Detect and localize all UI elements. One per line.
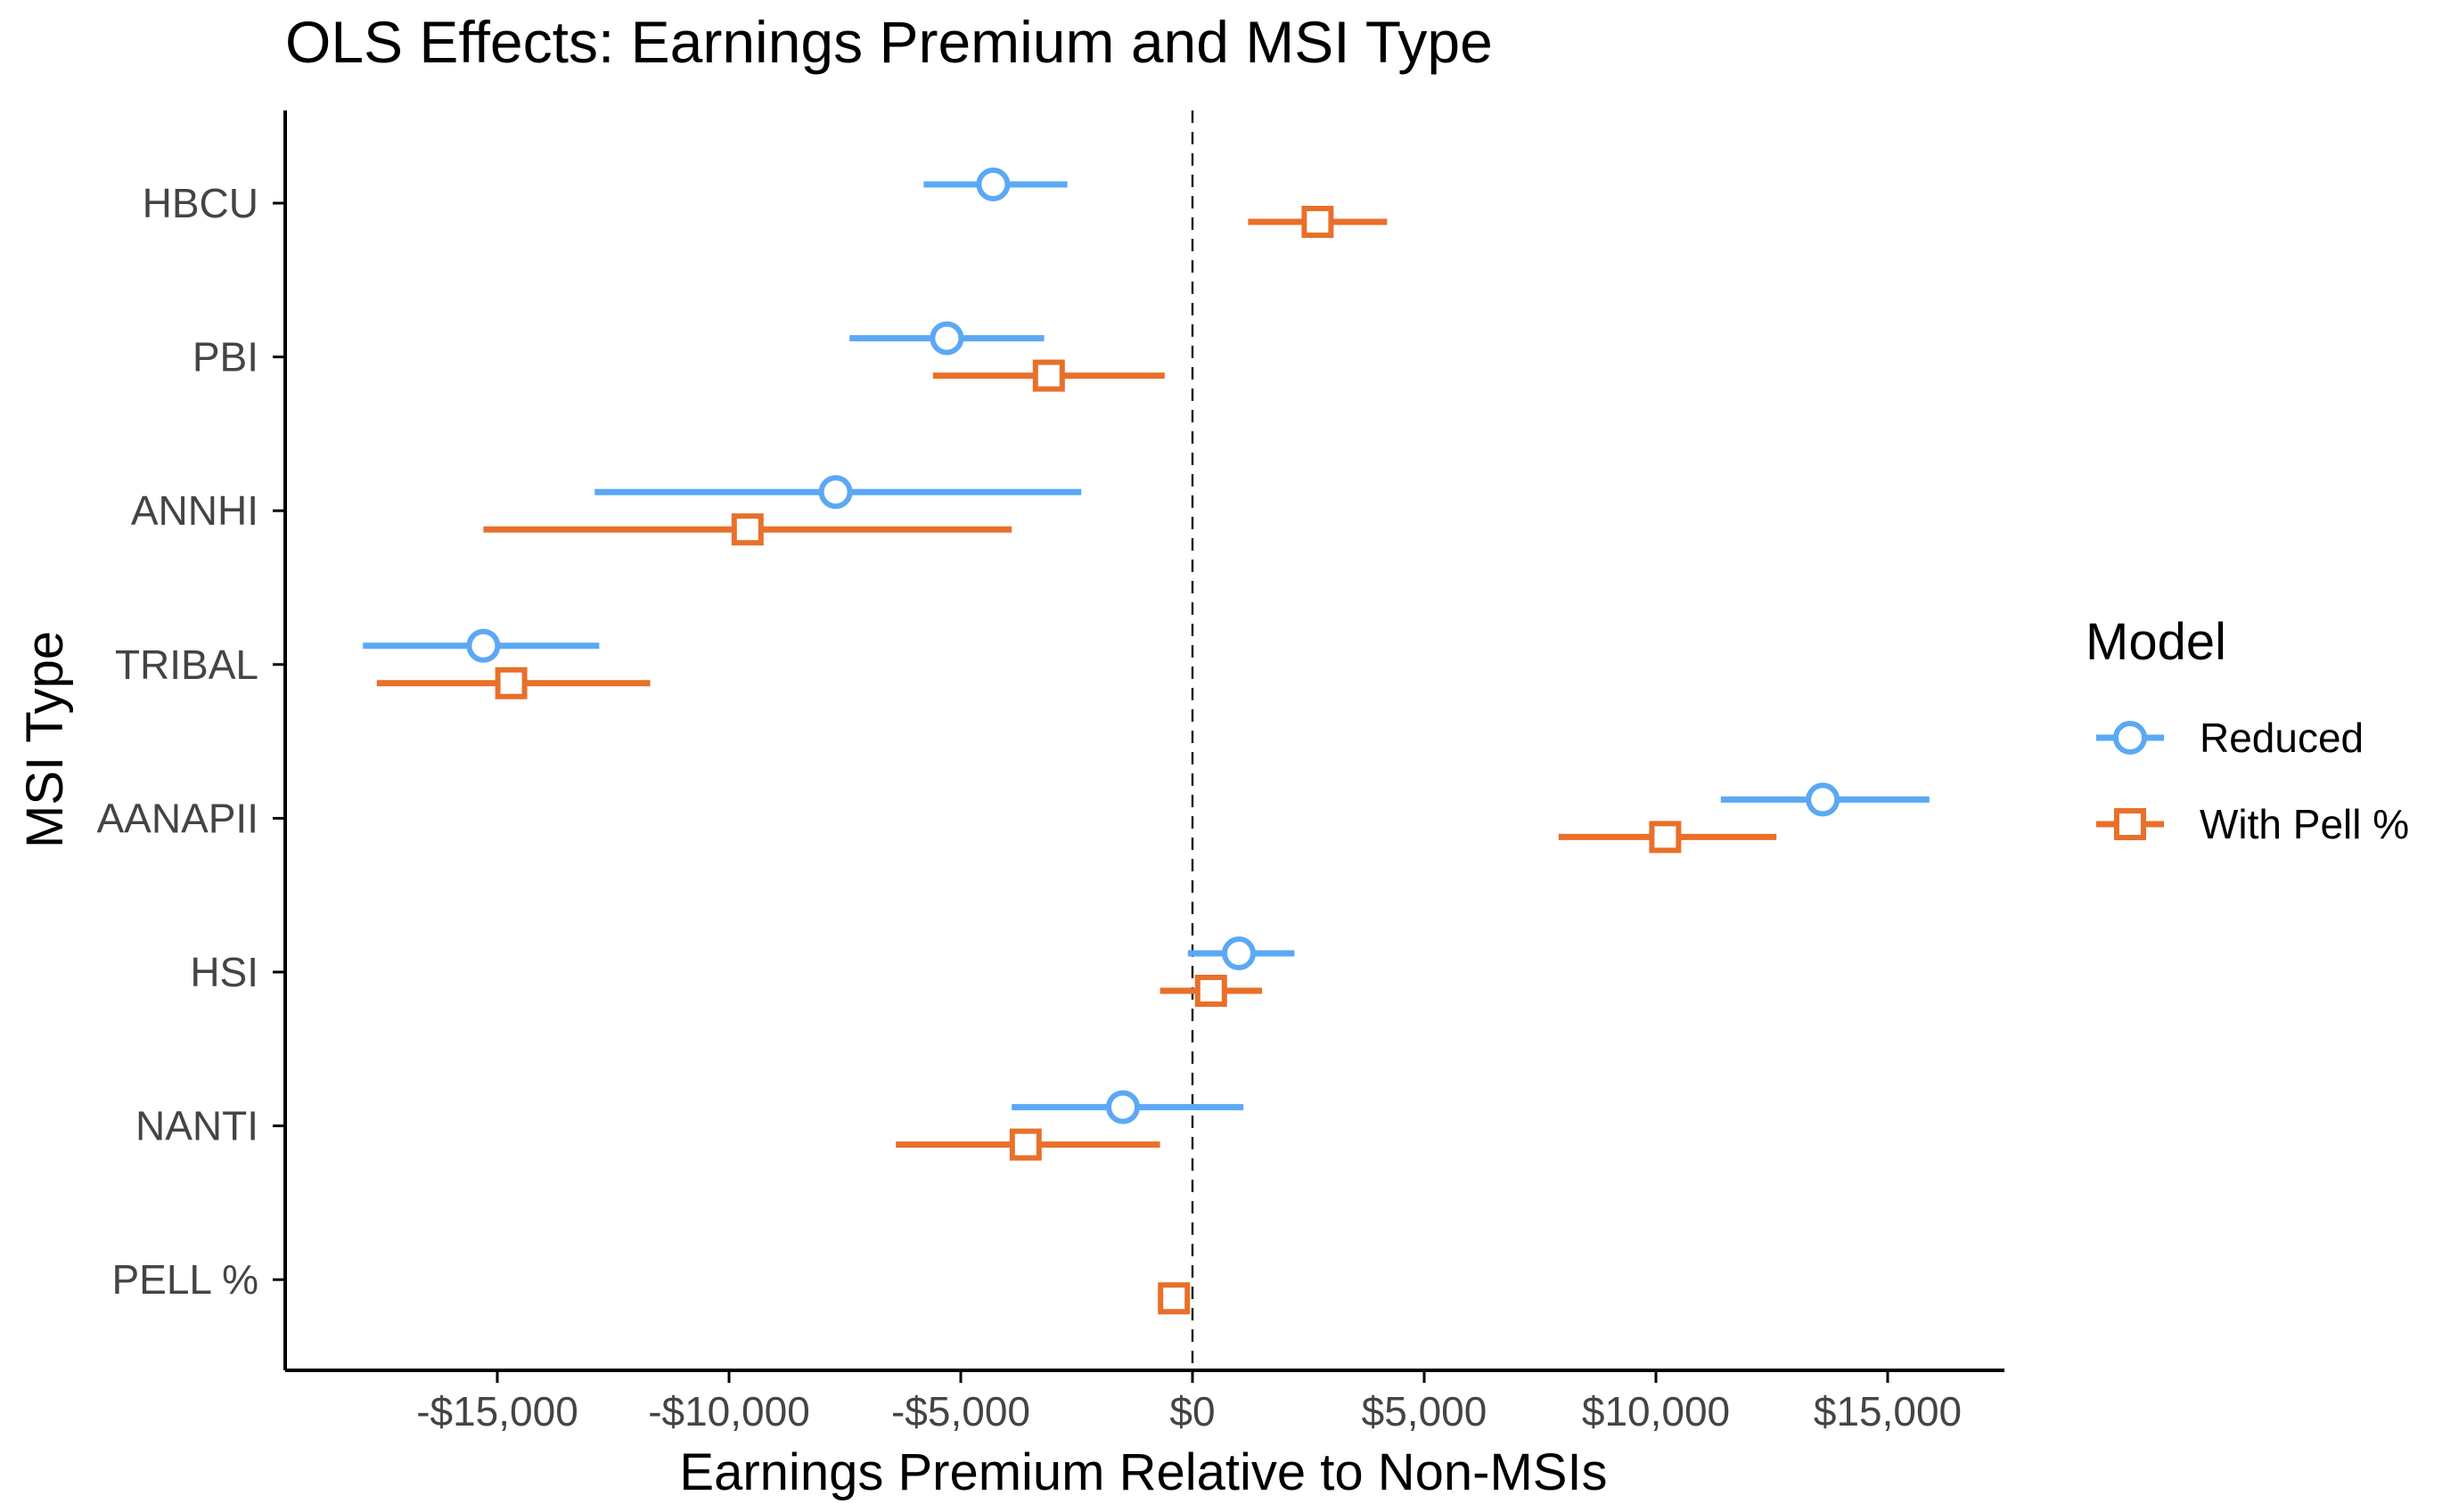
- y-axis-label: MSI Type: [16, 631, 74, 848]
- point-with-pell: [495, 666, 528, 699]
- point-reduced: [976, 168, 1011, 201]
- point-with-pell: [1009, 1128, 1042, 1161]
- legend: Model Reduced With Pell %: [2086, 613, 2409, 847]
- x-tick-label: -$15,000: [416, 1388, 578, 1434]
- plot-area: -$15,000 -$10,000 -$5,000 $0 $5,000 $10,000 $1…: [96, 110, 2004, 1434]
- legend-title: Model: [2086, 613, 2226, 671]
- x-tick-label: $10,000: [1582, 1388, 1730, 1434]
- y-tick-label: PBI: [193, 334, 258, 380]
- point-with-pell: [1158, 1282, 1191, 1315]
- x-tick-label: -$5,000: [891, 1388, 1030, 1434]
- point-with-pell: [1649, 821, 1682, 854]
- y-tick-label: NANTI: [135, 1103, 258, 1149]
- y-tick-label: ANNHI: [131, 487, 258, 534]
- x-tick-label: $0: [1169, 1388, 1215, 1434]
- point-reduced: [1806, 782, 1840, 817]
- point-reduced: [1222, 936, 1256, 970]
- legend-label-reduced: Reduced: [2200, 715, 2364, 761]
- point-reduced: [466, 628, 501, 663]
- x-tick-label: $15,000: [1814, 1388, 1962, 1434]
- point-with-pell: [731, 513, 764, 546]
- x-tick-label: -$10,000: [648, 1388, 810, 1434]
- legend-label-with-pell: With Pell %: [2200, 801, 2409, 847]
- point-reduced: [818, 475, 853, 510]
- x-tick-label: $5,000: [1362, 1388, 1487, 1434]
- x-axis-label: Earnings Premium Relative to Non-MSIs: [679, 1443, 1607, 1501]
- y-tick-label: PELL %: [111, 1256, 258, 1303]
- legend-marker-reduced: [2113, 721, 2147, 755]
- y-tick-label: AANAPII: [96, 795, 258, 841]
- point-with-pell: [1194, 975, 1227, 1007]
- y-tick-label: TRIBAL: [115, 642, 258, 688]
- point-with-pell: [1032, 359, 1065, 392]
- legend-marker-with-pell: [2114, 808, 2146, 840]
- point-reduced: [1106, 1090, 1140, 1124]
- point-with-pell: [1301, 206, 1334, 238]
- y-tick-label: HSI: [190, 949, 258, 995]
- y-tick-label: HBCU: [143, 180, 258, 226]
- chart-title: OLS Effects: Earnings Premium and MSI Ty…: [285, 9, 1493, 75]
- point-reduced: [930, 321, 964, 356]
